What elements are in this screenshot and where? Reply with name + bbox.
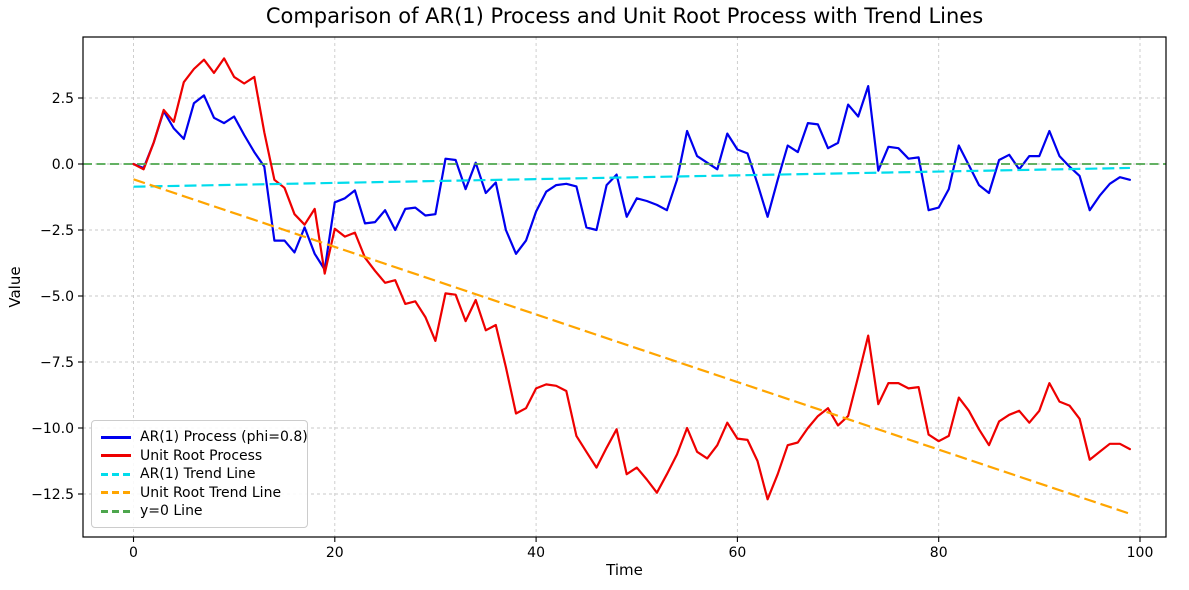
- y-tick-label: 2.5: [52, 91, 74, 107]
- legend-label: Unit Root Process: [140, 447, 263, 464]
- x-tick-label: 20: [326, 545, 344, 561]
- y-tick-label: 0.0: [52, 157, 74, 173]
- x-axis-label: Time: [606, 561, 643, 579]
- y-axis-label: Value: [6, 266, 24, 308]
- legend-item-1: Unit Root Process: [101, 447, 298, 465]
- y-tick-label: −2.5: [40, 223, 74, 239]
- ticks: [78, 97, 1141, 542]
- legend-item-2: AR(1) Trend Line: [101, 465, 298, 483]
- legend-box: AR(1) Process (phi=0.8) Unit Root Process…: [91, 420, 308, 528]
- y-tick-label: −7.5: [40, 355, 74, 371]
- chart-title: Comparison of AR(1) Process and Unit Roo…: [265, 4, 984, 28]
- legend-label: AR(1) Process (phi=0.8): [140, 429, 308, 445]
- series-line-unit-root: [132, 57, 1132, 501]
- solid-line-swatch: [101, 454, 131, 457]
- legend-label: Unit Root Trend Line: [140, 484, 282, 501]
- legend-item-0: AR(1) Process (phi=0.8): [101, 428, 308, 446]
- legend-label: AR(1) Trend Line: [140, 466, 256, 482]
- x-tick-label: 60: [728, 545, 746, 561]
- trend-line-unit-root: [133, 178, 1131, 515]
- x-tick-label: 80: [930, 545, 948, 561]
- legend-item-3: Unit Root Trend Line: [101, 484, 298, 502]
- x-tick-label: 40: [527, 545, 545, 561]
- solid-line-swatch: [101, 435, 131, 439]
- series-line-ar1: [132, 84, 1132, 271]
- dashed-line-swatch: [101, 472, 131, 476]
- y-tick-label: −5.0: [40, 289, 74, 305]
- trend-line-ar1: [133, 166, 1130, 188]
- legend-item-4: y=0 Line: [101, 502, 298, 520]
- x-tick-label: 0: [129, 545, 138, 561]
- y-tick-label: −10.0: [31, 421, 74, 437]
- y-tick-label: −12.5: [31, 487, 74, 503]
- dashed-line-swatch: [101, 491, 131, 494]
- plot-spines: [82, 36, 1167, 538]
- x-tick-label: 100: [1127, 545, 1154, 561]
- dashed-line-swatch: [101, 509, 131, 513]
- legend-label: y=0 Line: [140, 503, 203, 519]
